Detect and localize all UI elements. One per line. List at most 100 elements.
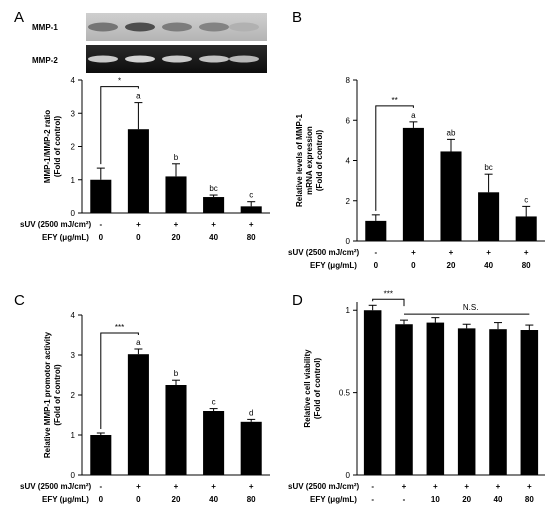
condition-label-efy: EFY (μg/mL) [42,495,89,504]
mmp1-band [88,22,118,32]
significance-letter: bc [209,184,217,193]
y-axis-title: (Fold of control) [313,358,322,420]
efy-value: 0 [136,495,141,504]
efy-value: 0 [136,233,141,242]
significance-bracket [375,105,414,211]
significance-bracket [372,298,405,307]
y-tick-label: 0 [71,209,76,218]
suv-value: + [249,482,254,491]
blot-label-mmp1: MMP-1 [32,23,58,32]
efy-value: 40 [209,495,218,504]
significance-bracket [100,332,139,429]
y-tick-label: 2 [71,143,76,152]
condition-label-efy: EFY (μg/mL) [310,261,357,270]
efy-value: 40 [494,495,503,504]
efy-value: 10 [431,495,440,504]
bar [520,330,539,475]
y-tick-label: 4 [346,157,351,166]
chart-panel-d: 0 0.5 1 Relative cell viability (Fold of con… [288,289,545,504]
condition-label-suv: sUV (2500 mJ/cm²) [20,220,91,229]
bar [240,206,262,213]
suv-value: + [496,482,501,491]
blot-label-mmp2: MMP-2 [32,56,58,65]
panel-letter-a: A [14,9,24,26]
suv-value: + [411,248,416,257]
bar [90,435,112,475]
efy-value: 0 [374,261,379,270]
y-tick-label: 8 [346,76,351,85]
mmp2-band [88,55,118,63]
y-axis-title: (Fold of control) [315,130,324,192]
bar [203,197,225,213]
significance-letter: bc [484,163,492,172]
mmp2-band [229,55,259,63]
mmp2-band [162,55,192,63]
bar [165,176,187,213]
bar [489,329,507,475]
significance-letter: b [174,369,179,378]
mmp1-band [162,22,192,32]
panel-letter-b: B [292,9,302,26]
bar [90,179,112,213]
significance-letter: a [136,338,141,347]
suv-value: + [211,482,216,491]
significance-letter: a [411,111,416,120]
mmp1-band [125,22,155,32]
bar [426,322,445,475]
y-tick-label: 0 [346,237,351,246]
suv-value: + [464,482,469,491]
significance-letter: c [249,191,253,200]
ns-label: N.S. [463,303,479,312]
efy-value: 0 [411,261,416,270]
condition-label-suv: sUV (2500 mJ/cm²) [288,482,359,491]
y-axis-title: Relative levels of MMP-1 [295,113,304,206]
suv-value: + [486,248,491,257]
efy-value: 20 [447,261,456,270]
chart-panel-c: 0 1 2 3 4 Relative MMP-1 promotor activity (Fo… [20,311,270,504]
efy-value: 80 [247,233,256,242]
y-tick-label: 0 [346,471,351,480]
suv-value: + [402,482,407,491]
bar [363,310,382,475]
efy-value: 80 [522,261,531,270]
significance-letter: ab [447,128,456,137]
efy-value: 0 [99,495,104,504]
efy-value: 20 [462,495,471,504]
bar [127,129,149,213]
significance-letter: d [249,408,253,417]
suv-value: + [524,248,529,257]
bar [365,220,387,241]
y-tick-label: 3 [71,351,76,360]
suv-value: + [211,220,216,229]
y-tick-label: 1 [71,176,76,185]
suv-value: - [99,220,102,229]
efy-value: - [403,495,406,504]
significance-letter: c [212,398,216,407]
y-tick-label: 1 [71,431,76,440]
condition-label-efy: EFY (μg/mL) [310,495,357,504]
efy-value: 0 [99,233,104,242]
y-tick-label: 2 [346,197,351,206]
y-axis-title: (Fold of control) [53,116,62,178]
efy-value: 80 [247,495,256,504]
y-axis-title: mRNA expression [305,126,314,195]
y-tick-label: 2 [71,391,76,400]
y-tick-label: 4 [71,76,76,85]
significance-letter: a [136,92,141,101]
bar [478,192,500,241]
bar [440,151,462,241]
chart-panel-b: 0 2 4 6 8 Relative levels of MMP-1 mRNA expres… [288,76,545,270]
suv-value: + [136,220,141,229]
significance-stars: ** [391,96,397,105]
bar [402,127,424,241]
suv-value: + [136,482,141,491]
y-tick-label: 6 [346,116,351,125]
western-blot: MMP-1 MMP-2 [32,13,267,73]
condition-label-suv: sUV (2500 mJ/cm²) [20,482,91,491]
suv-value: + [527,482,532,491]
suv-value: + [174,220,179,229]
condition-label-suv: sUV (2500 mJ/cm²) [288,248,359,257]
y-axis-title: Relative MMP-1 promotor activity [43,331,52,458]
significance-stars: *** [384,289,393,298]
